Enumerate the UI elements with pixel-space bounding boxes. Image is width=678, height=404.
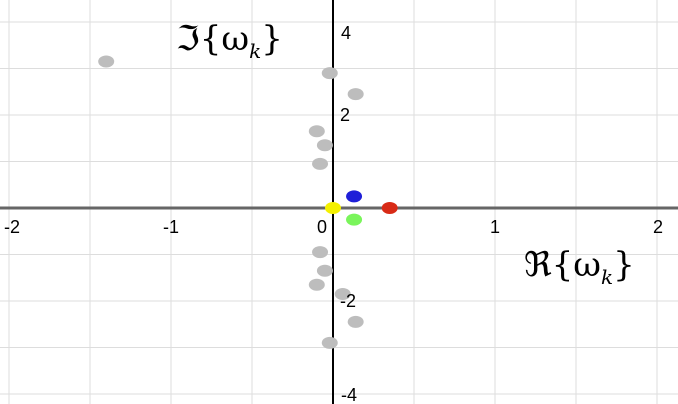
scatter-point (346, 190, 363, 203)
scatter-point (312, 157, 329, 170)
x-tick-label: -2 (4, 217, 20, 237)
scatter-point (316, 139, 333, 152)
x-tick-label: -1 (163, 217, 179, 237)
y-axis-label-subscript: k (249, 39, 261, 63)
scatter-point (381, 202, 398, 214)
y-tick-label: 4 (341, 23, 351, 43)
y-axis-label: ℑ{ωk} (176, 19, 283, 63)
labels-layer: -2 -1 0 1 2 -4 -2 2 4 ℑ{ωk} ℜ{ωk} (4, 19, 663, 404)
scatter-point (308, 125, 325, 138)
y-tick-label: -4 (341, 385, 357, 404)
y-tick-label: -2 (340, 291, 356, 311)
scatter-point (321, 336, 338, 349)
scatter-point (346, 213, 363, 226)
scatter-point (98, 55, 115, 68)
points-layer (98, 55, 398, 349)
scatter-point (321, 67, 338, 80)
y-tick-label: 2 (340, 105, 350, 125)
scatter-point (312, 246, 329, 259)
x-axis-label-end: } (613, 245, 635, 285)
x-tick-label: 0 (317, 217, 327, 237)
scatter-point (316, 264, 333, 277)
x-axis-label-subscript: k (601, 265, 613, 289)
scatter-point (347, 315, 364, 328)
y-axis-label-end: } (261, 19, 283, 59)
scatter-point (347, 88, 364, 101)
x-axis-label: ℜ{ωk} (524, 245, 635, 289)
scatter-point (325, 202, 341, 214)
scatter-point (334, 288, 351, 301)
scatter-point (308, 278, 325, 291)
x-tick-label: 1 (490, 217, 500, 237)
x-tick-label: 2 (653, 217, 663, 237)
